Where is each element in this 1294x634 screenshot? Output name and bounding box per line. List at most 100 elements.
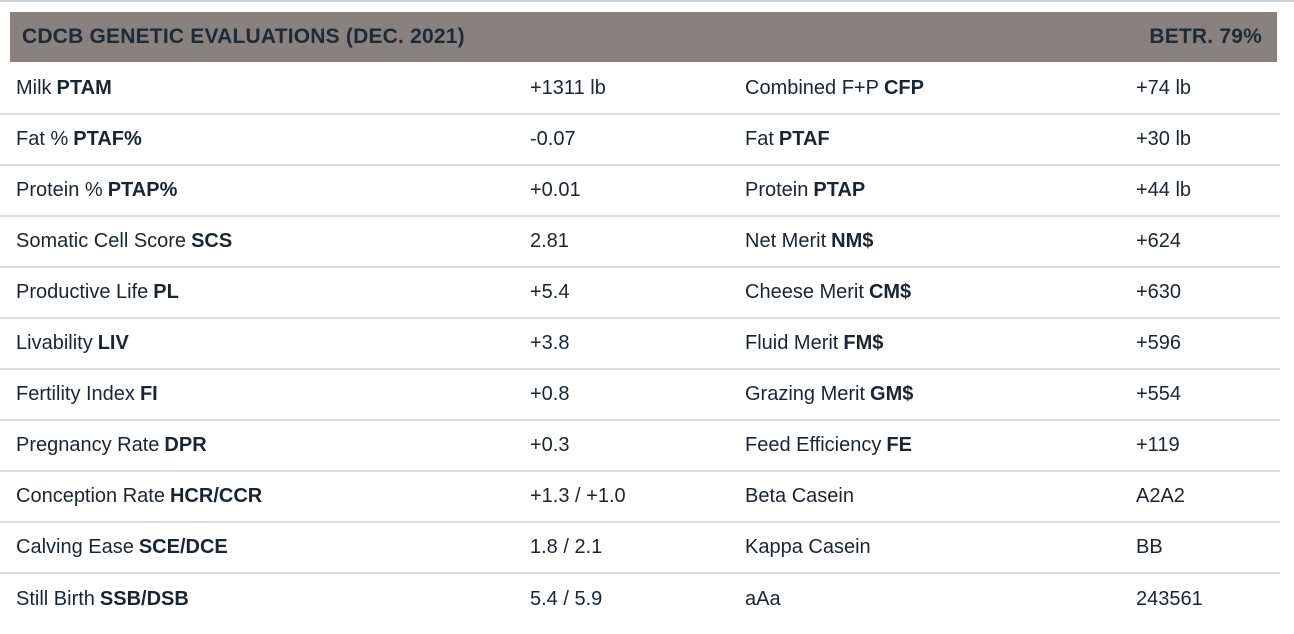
left-metric-name: Still Birth [16,588,95,610]
right-metric-name: Combined F+P [745,77,879,99]
left-metric-label: Conception Rate HCR/CCR [16,485,530,508]
left-metric-name: Pregnancy Rate [16,434,160,456]
right-metric-name: Protein [745,179,809,201]
right-metric-value: +596 [1136,332,1182,354]
right-metric-value: A2A2 [1136,485,1185,507]
left-metric-value: -0.07 [530,128,576,150]
table-row: Protein % PTAP% +0.01 Protein PTAP +44 lb [0,166,1280,217]
table-row: Still Birth SSB/DSB 5.4 / 5.9 aAa 243561 [0,574,1280,625]
left-metric-abbr: PTAM [56,77,112,99]
right-metric-label: Protein PTAP [745,179,1136,202]
left-metric-value: 2.81 [530,230,569,252]
left-metric-value: 1.8 / 2.1 [530,536,603,558]
left-metric-label: Calving Ease SCE/DCE [16,536,530,559]
left-metric-name: Livability [16,332,93,354]
right-metric-name: aAa [745,588,781,610]
right-metric-label: aAa [745,588,1136,611]
right-metric-abbr: FE [886,434,912,456]
right-metric-label: Grazing Merit GM$ [745,383,1136,406]
right-metric-value: BB [1136,536,1163,558]
left-metric-name: Productive Life [16,281,149,303]
left-metric-value: +0.01 [530,179,581,201]
left-metric-abbr: DPR [164,434,207,456]
left-metric-label: Fertility Index FI [16,383,530,406]
table-row: Fertility Index FI +0.8 Grazing Merit GM$ … [0,370,1280,421]
left-metric-value: +5.4 [530,281,570,303]
table-row: Fat % PTAF% -0.07 Fat PTAF +30 lb [0,115,1280,166]
left-metric-name: Calving Ease [16,536,134,558]
reliability-badge: BETR. 79% [1149,25,1262,48]
left-metric-value: 5.4 / 5.9 [530,588,603,610]
table-row: Milk PTAM +1311 lb Combined F+P CFP +74 lb [0,64,1280,115]
right-metric-abbr: FM$ [843,332,884,354]
left-metric-abbr: SSB/DSB [99,588,189,610]
right-metric-name: Cheese Merit [745,281,864,303]
right-metric-label: Beta Casein [745,485,1136,508]
table-row: Somatic Cell Score SCS 2.81 Net Merit NM$ … [0,217,1280,268]
evaluations-table: Milk PTAM +1311 lb Combined F+P CFP +74 lb… [0,64,1280,625]
left-metric-abbr: SCS [191,230,233,252]
left-metric-label: Still Birth SSB/DSB [16,588,530,611]
right-metric-label: Cheese Merit CM$ [745,281,1136,304]
left-metric-label: Somatic Cell Score SCS [16,230,530,253]
left-metric-abbr: FI [139,383,158,405]
right-metric-name: Fluid Merit [745,332,839,354]
left-metric-value: +0.8 [530,383,570,405]
right-metric-name: Net Merit [745,230,827,252]
right-metric-value: 243561 [1136,588,1203,610]
left-metric-name: Fat % [16,128,69,150]
right-metric-value: +119 [1136,434,1180,456]
right-metric-name: Fat [745,128,774,150]
left-metric-label: Fat % PTAF% [16,128,530,151]
right-metric-abbr: CM$ [868,281,912,303]
right-metric-abbr: CFP [883,77,924,99]
right-metric-label: Fat PTAF [745,128,1136,151]
left-metric-abbr: PL [153,281,179,303]
right-metric-abbr: GM$ [870,383,914,405]
left-metric-name: Fertility Index [16,383,135,405]
right-metric-value: +74 lb [1136,77,1192,99]
left-metric-abbr: HCR/CCR [169,485,263,507]
left-metric-label: Protein % PTAP% [16,179,530,202]
table-row: Calving Ease SCE/DCE 1.8 / 2.1 Kappa Case… [0,523,1280,574]
right-metric-value: +554 [1136,383,1182,405]
left-metric-label: Productive Life PL [16,281,530,304]
left-metric-abbr: PTAP% [107,179,178,201]
right-metric-value: +630 [1136,281,1182,303]
left-metric-abbr: PTAF% [73,128,142,150]
right-metric-value: +44 lb [1136,179,1192,201]
left-metric-label: Milk PTAM [16,77,530,100]
right-metric-name: Feed Efficiency [745,434,882,456]
left-metric-value: +1.3 / +1.0 [530,485,626,507]
right-metric-name: Kappa Casein [745,536,871,558]
left-metric-label: Livability LIV [16,332,530,355]
right-metric-label: Kappa Casein [745,536,1136,559]
table-row: Livability LIV +3.8 Fluid Merit FM$ +596 [0,319,1280,370]
left-metric-value: +0.3 [530,434,570,456]
table-row: Pregnancy Rate DPR +0.3 Feed Efficiency FE… [0,421,1280,472]
left-metric-name: Conception Rate [16,485,165,507]
right-metric-label: Combined F+P CFP [745,77,1136,100]
left-metric-label: Pregnancy Rate DPR [16,434,530,457]
evaluations-header-bar: CDCB GENETIC EVALUATIONS (DEC. 2021) BET… [10,12,1277,62]
left-metric-value: +3.8 [530,332,570,354]
right-metric-abbr: PTAF [778,128,830,150]
table-row: Productive Life PL +5.4 Cheese Merit CM$ +… [0,268,1280,319]
left-metric-value: +1311 lb [530,77,606,99]
left-metric-name: Milk [16,77,52,99]
right-metric-value: +624 [1136,230,1182,252]
right-metric-abbr: NM$ [831,230,874,252]
right-metric-label: Net Merit NM$ [745,230,1136,253]
right-metric-label: Fluid Merit FM$ [745,332,1136,355]
right-metric-abbr: PTAP [813,179,866,201]
table-row: Conception Rate HCR/CCR +1.3 / +1.0 Beta … [0,472,1280,523]
right-metric-name: Grazing Merit [745,383,866,405]
left-metric-name: Protein % [16,179,103,201]
right-metric-name: Beta Casein [745,485,854,507]
evaluations-title: CDCB GENETIC EVALUATIONS (DEC. 2021) [22,25,465,48]
left-metric-abbr: SCE/DCE [138,536,228,558]
left-metric-abbr: LIV [97,332,129,354]
left-metric-name: Somatic Cell Score [16,230,187,252]
right-metric-value: +30 lb [1136,128,1192,150]
